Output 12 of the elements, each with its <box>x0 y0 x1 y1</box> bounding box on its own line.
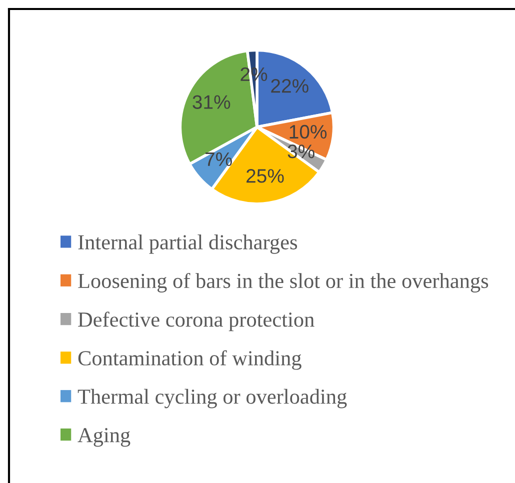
data-label: 2% <box>240 67 268 82</box>
legend-label: Loosening of bars in the slot or in the overhangs <box>78 272 488 293</box>
legend-label: Thermal cycling or overloading <box>78 388 347 408</box>
data-label: 25% <box>246 169 284 183</box>
data-label: 7% <box>206 152 232 166</box>
legend-label: Defective corona protection <box>78 312 314 332</box>
data-label: 10% <box>290 124 327 139</box>
legend-label: Contamination of winding <box>78 350 302 370</box>
legend-label: Internal partial discharges <box>78 234 298 254</box>
data-label: 22% <box>271 78 308 93</box>
legend-label: Aging <box>78 428 130 447</box>
data-label: 31% <box>192 95 230 109</box>
